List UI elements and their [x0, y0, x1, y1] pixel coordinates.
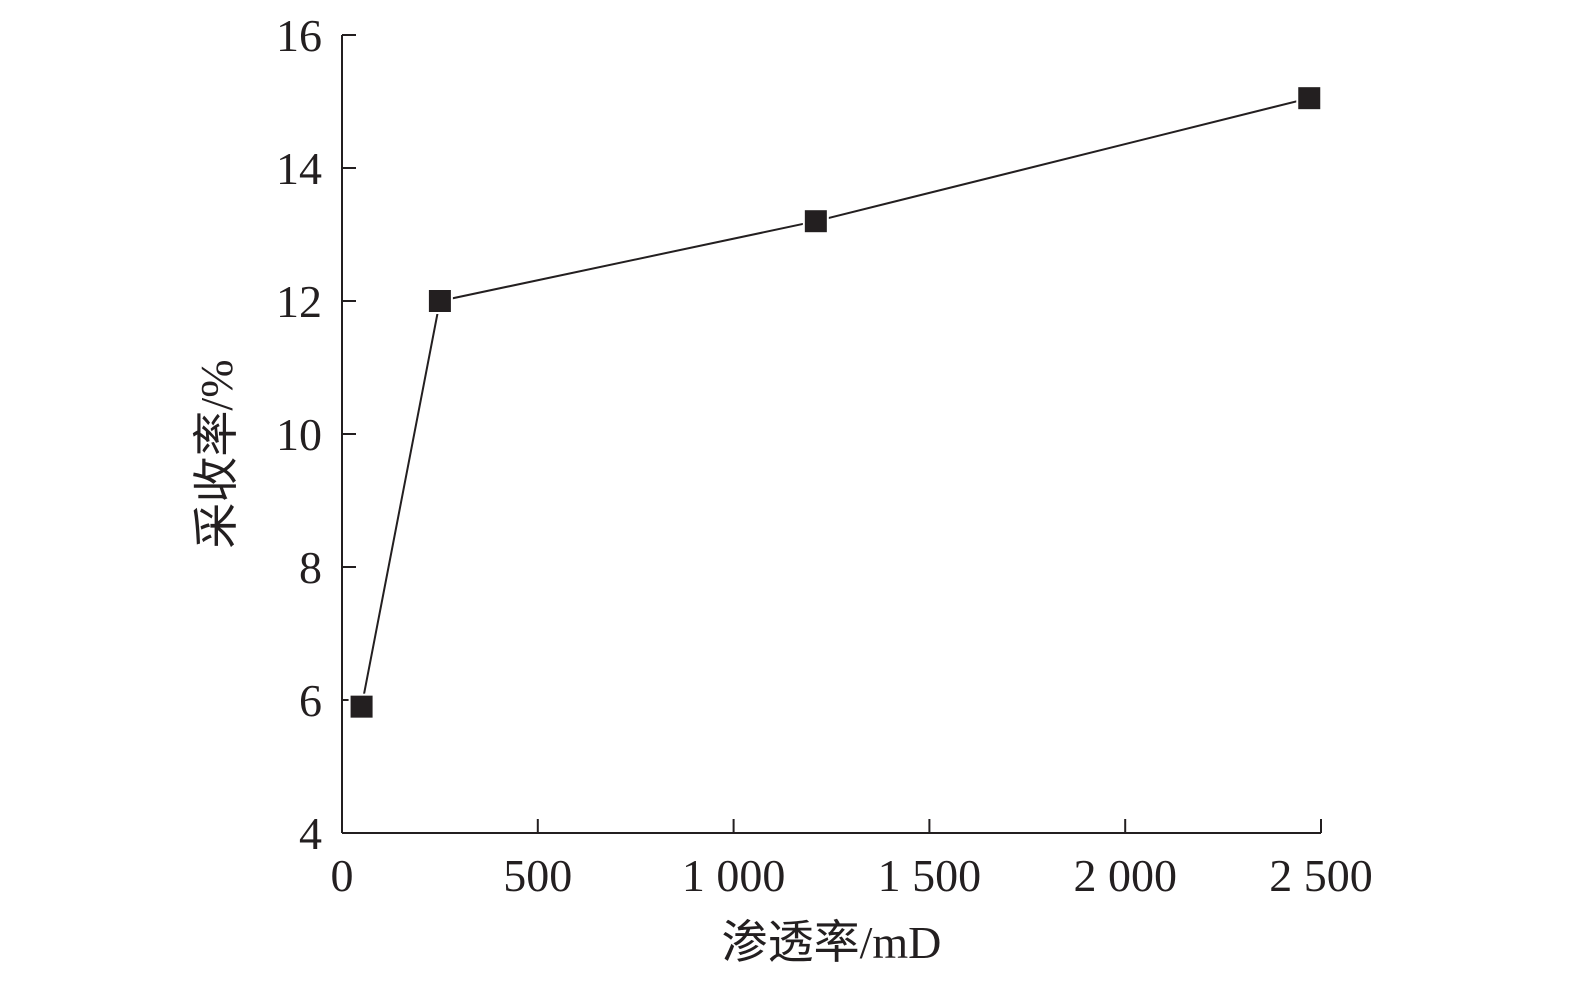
y-tick-label: 4 [299, 808, 322, 859]
data-point-marker [1296, 85, 1323, 112]
series [348, 85, 1323, 720]
x-tick-label: 2 000 [1073, 850, 1177, 901]
data-point-marker [802, 208, 829, 235]
x-tick-label: 500 [503, 850, 572, 901]
series-line [360, 97, 1310, 707]
y-tick-label: 14 [276, 143, 322, 194]
x-tick-label: 2 500 [1269, 850, 1373, 901]
y-tick-label: 10 [276, 409, 322, 460]
y-tick-label: 6 [299, 675, 322, 726]
x-tick-label: 1 000 [682, 850, 786, 901]
y-tick-label: 12 [276, 276, 322, 327]
x-axis-title: 渗透率/mD [722, 917, 942, 968]
y-axis-title: 采收率/% [191, 359, 242, 548]
x-tick-label: 1 500 [878, 850, 982, 901]
axes [341, 35, 1321, 834]
x-tick-label: 0 [331, 850, 354, 901]
x-ticks: 0 500 1 000 1 500 2 000 2 500 [331, 819, 1373, 901]
y-tick-label: 8 [299, 542, 322, 593]
y-tick-label: 16 [276, 10, 322, 61]
data-point-marker [426, 288, 453, 314]
data-point-marker [348, 693, 375, 720]
y-ticks: 4 6 8 10 12 14 16 [276, 10, 356, 859]
